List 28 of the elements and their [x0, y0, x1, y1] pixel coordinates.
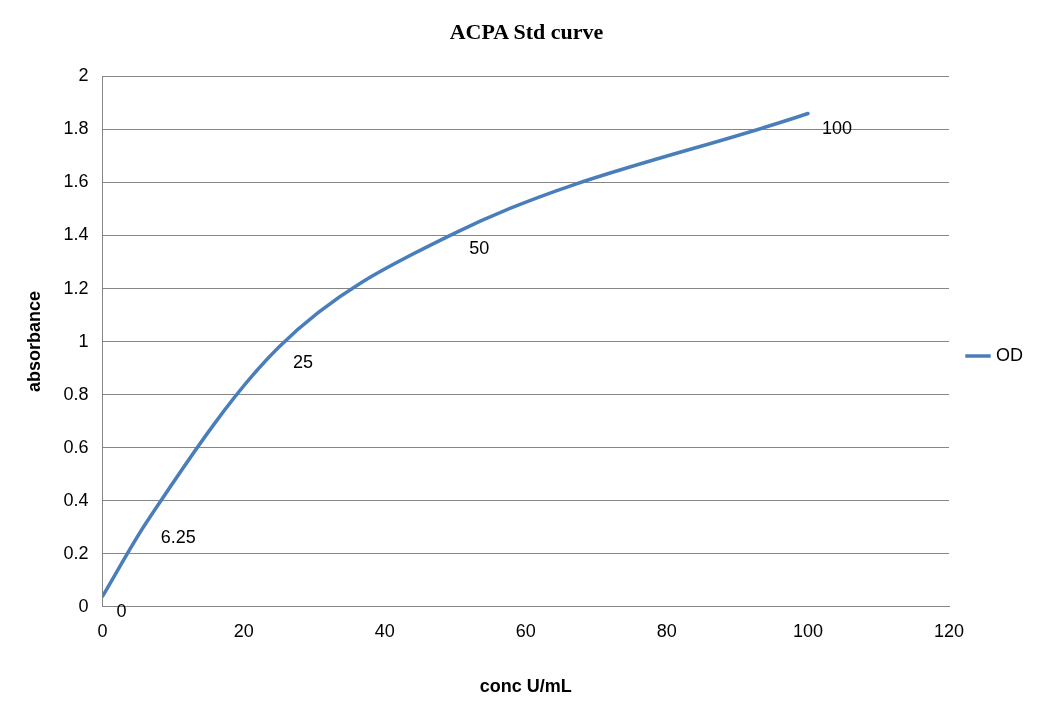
y-tick-label: 1.6: [63, 171, 89, 192]
x-tick-label: 0: [97, 620, 108, 641]
y-tick-label: 1.2: [63, 277, 89, 298]
x-tick-label: 100: [792, 620, 823, 641]
y-tick-label: 1: [78, 330, 89, 351]
y-tick-label: 0.8: [63, 383, 89, 404]
annotation: 6.25: [160, 526, 196, 547]
x-tick-label: 20: [233, 620, 254, 641]
x-tick-label: 60: [515, 620, 536, 641]
x-tick-label: 40: [374, 620, 395, 641]
annotation: 25: [292, 351, 313, 372]
y-tick-label: 0.2: [63, 542, 89, 563]
line-series: [102, 111, 810, 598]
y-tick-label: 0: [78, 595, 89, 616]
y-tick-label: 1.4: [63, 224, 89, 245]
legend-label: OD: [996, 344, 1023, 365]
y-tick-label: 0.6: [63, 436, 89, 457]
y-tick-label: 1.8: [63, 118, 89, 139]
annotation: 100: [821, 118, 852, 139]
annotation: 0: [116, 601, 127, 622]
y-axis-title: absorbance: [23, 291, 44, 393]
y-tick-label: 2: [78, 65, 89, 86]
annotation: 50: [469, 237, 490, 258]
y-tick-label: 0.4: [63, 489, 89, 510]
x-axis-title: conc U/mL: [479, 676, 572, 697]
x-tick-label: 120: [933, 620, 965, 641]
x-tick-label: 80: [656, 620, 677, 641]
chart-title: ACPA Std curve: [449, 18, 604, 44]
